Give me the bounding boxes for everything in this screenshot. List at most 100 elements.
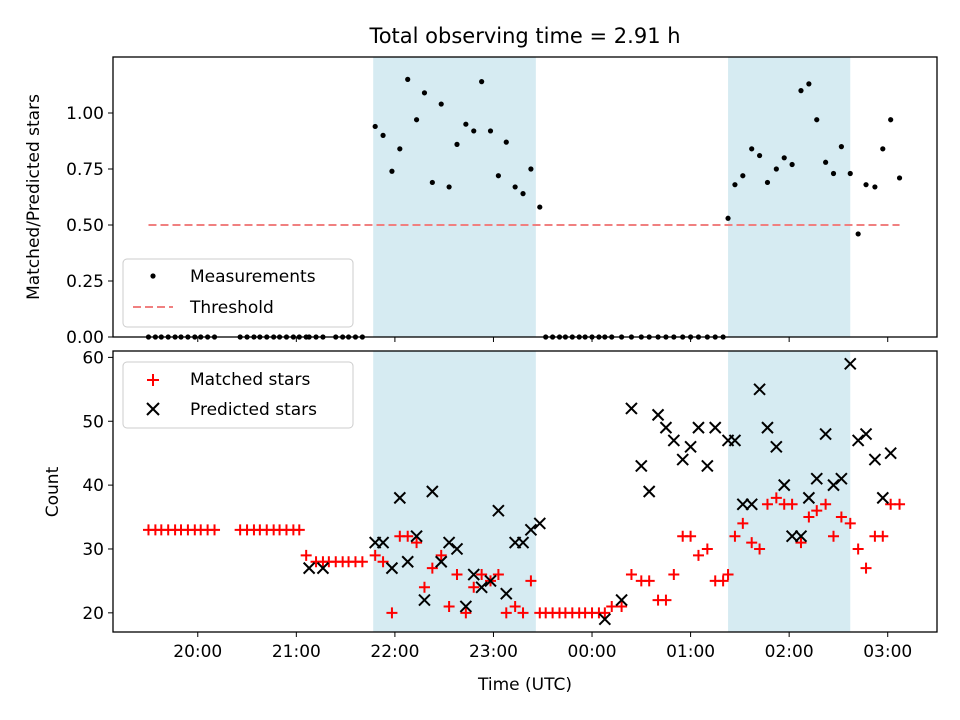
bottom-series [143, 357, 906, 626]
measurements-point [888, 117, 894, 123]
x-tick-label: 22:00 [370, 642, 419, 662]
matched-stars-point [701, 543, 713, 555]
measurements-point [823, 159, 829, 165]
predicted-stars-point [701, 459, 714, 473]
x-tick-label: 01:00 [666, 642, 715, 662]
predicted-stars-point [615, 593, 628, 607]
y-tick-label: 0.50 [66, 216, 104, 236]
bottom-axes-frame [112, 350, 938, 633]
measurements-point [830, 170, 837, 177]
top-shaded-interval [728, 57, 851, 337]
measurements-point [880, 146, 886, 152]
y-tick-label: 40 [82, 476, 104, 496]
matched-stars-point [835, 511, 847, 523]
matched-stars-point [729, 530, 741, 542]
y-tick-label: 60 [82, 348, 104, 368]
matched-stars-point [443, 600, 455, 612]
predicted-stars-point [316, 561, 330, 575]
predicted-stars-point [467, 568, 480, 581]
matched-stars-point [418, 581, 430, 593]
measurements-point [756, 152, 763, 159]
predicted-stars-point [709, 421, 722, 434]
x-tick-label: 00:00 [568, 642, 617, 662]
predicted-stars-point [598, 613, 612, 626]
predicted-stars-point [851, 434, 865, 447]
matched-stars-point [754, 543, 766, 555]
predicted-stars-point [524, 523, 538, 537]
measurements-point [454, 141, 460, 147]
predicted-stars-point [450, 542, 464, 556]
measurements-point [421, 90, 428, 96]
x-axis-label: Time (UTC) [477, 675, 572, 695]
predicted-stars-point [426, 485, 439, 498]
matched-stars-point [660, 594, 672, 606]
predicted-stars-point [827, 478, 840, 492]
predicted-stars-point [684, 440, 697, 454]
matched-stars-point [860, 562, 872, 574]
matched-stars-point [717, 575, 729, 587]
predicted-stars-point [785, 529, 799, 543]
bottom-y-ticks: 20 30 40 50 60 [82, 348, 113, 624]
predicted-stars-point [484, 574, 497, 588]
bottom-x-ticks: 20:00 21:00 22:00 23:00 00:00 01:00 02:00 03:00 [173, 632, 912, 662]
top-legend: Measurements Threshold [122, 258, 354, 328]
y-tick-label: 0.25 [66, 272, 104, 292]
matched-stars-point [209, 524, 221, 536]
predicted-stars-point [676, 453, 689, 466]
y-tick-label: 20 [82, 604, 104, 624]
matched-stars-point [500, 607, 512, 619]
measurements-point [838, 144, 844, 150]
matched-stars-point [435, 549, 447, 561]
matched-stars-point [599, 607, 611, 619]
predicted-stars-point [770, 440, 783, 454]
bottom-shaded-interval [728, 351, 851, 632]
matched-stars-point [844, 517, 856, 529]
predicted-stars-point [859, 427, 873, 441]
y-tick-label: 0.00 [66, 328, 104, 348]
predicted-stars-point [819, 427, 832, 441]
matched-stars-point [411, 537, 423, 549]
matched-stars-point [894, 498, 906, 510]
predicted-stars-point [761, 421, 774, 434]
predicted-stars-point [459, 600, 473, 613]
predicted-stars-point [745, 498, 758, 511]
bottom-y-axis-label: Count [43, 466, 63, 517]
matched-stars-point [643, 575, 655, 587]
measurements-point [380, 132, 386, 138]
matched-stars-point [820, 498, 832, 510]
predicted-stars-point [868, 453, 882, 466]
measurements-point [429, 179, 435, 186]
measurements-point [781, 155, 787, 161]
matched-stars-point [293, 524, 305, 536]
y-tick-label: 30 [82, 540, 104, 560]
matched-stars-point [828, 530, 840, 542]
predicted-stars-point [533, 517, 546, 530]
matched-stars-point [460, 607, 472, 619]
predicted-stars-point [625, 402, 638, 415]
matched-stars-point [803, 511, 815, 523]
measurements-point [789, 161, 795, 168]
matched-stars-point [761, 498, 773, 510]
matched-stars-point [468, 581, 480, 593]
legend-measurements-label: Measurements [190, 267, 316, 287]
matched-stars-point [606, 600, 618, 612]
legend-predicted-marker [146, 402, 160, 416]
predicted-stars-point [442, 536, 456, 549]
predicted-stars-point [844, 357, 857, 370]
matched-stars-point [692, 549, 704, 561]
bottom-legend: Matched stars Predicted stars [122, 361, 354, 429]
bottom-shaded-intervals [373, 351, 851, 632]
measurements-point [855, 231, 861, 237]
measurements-point [528, 166, 534, 172]
predicted-stars-point [835, 472, 848, 485]
matched-stars-point [852, 543, 864, 555]
measurements-point [872, 184, 878, 190]
matched-stars-point [492, 569, 504, 581]
measurements-point [520, 191, 526, 197]
top-y-axis-label: Matched/Predicted stars [24, 94, 44, 300]
measurements-point [487, 128, 494, 134]
measurements-point [847, 170, 853, 177]
predicted-stars-point [884, 446, 897, 460]
measurements-point [446, 184, 452, 190]
